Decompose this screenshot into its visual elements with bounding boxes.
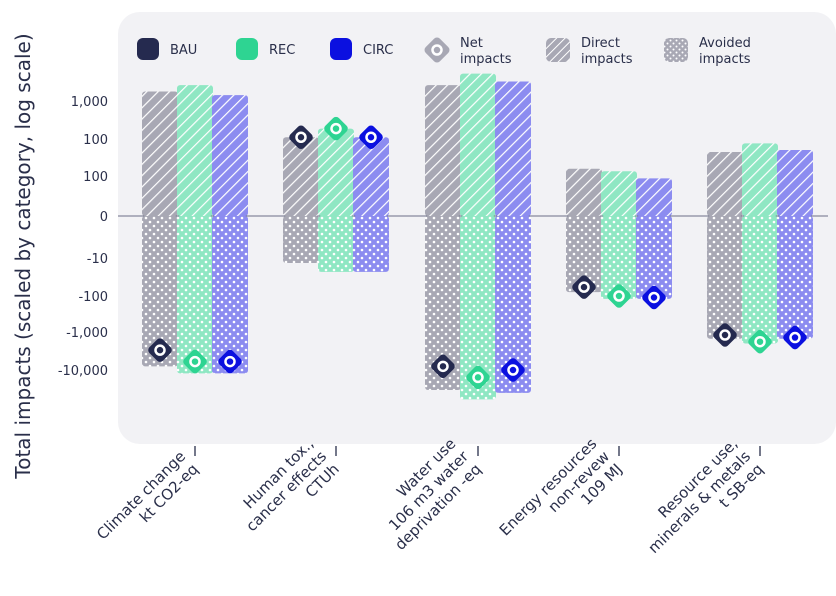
net-marker-rec bbox=[324, 116, 348, 141]
net-marker-rec bbox=[466, 365, 490, 390]
bar-avoided-rec bbox=[601, 216, 637, 299]
net-impact-markers bbox=[148, 116, 807, 390]
net-marker-circ bbox=[359, 125, 383, 150]
bar-direct-bau bbox=[142, 91, 178, 216]
y-tick-label: 100 bbox=[83, 133, 108, 148]
y-tick-label: -10,000 bbox=[58, 364, 108, 379]
diagonal-hatch-icon bbox=[546, 38, 570, 62]
bar-avoided-rec bbox=[460, 216, 496, 400]
bar-avoided-circ bbox=[495, 216, 531, 393]
bar-avoided-circ bbox=[353, 216, 389, 272]
bar-avoided-circ bbox=[636, 216, 672, 299]
net-marker-circ bbox=[642, 285, 666, 310]
net-marker-circ bbox=[218, 349, 242, 374]
bar-avoided-rec bbox=[177, 216, 213, 374]
net-marker-rec bbox=[607, 284, 631, 308]
bar-avoided-bau bbox=[707, 216, 743, 339]
y-tick-label: 1,000 bbox=[71, 95, 108, 110]
y-tick-label: -1,000 bbox=[66, 326, 108, 341]
legend: BAU REC CIRC NetimpactsDirectimpactsAvoided… bbox=[137, 36, 751, 67]
bar-direct-circ bbox=[636, 178, 672, 216]
bar-avoided-rec bbox=[318, 216, 354, 272]
y-axis-label: Total impacts (scaled by category, log s… bbox=[11, 33, 35, 479]
bar-avoided-circ bbox=[212, 216, 248, 374]
bar-direct-bau bbox=[283, 137, 319, 216]
net-marker-bau bbox=[713, 323, 737, 347]
y-axis-ticks: 1,000 100 100 0 -10 -100 -1,000 -10,000 bbox=[58, 95, 108, 379]
net-marker-bau bbox=[431, 354, 455, 379]
legend-swatch-circ bbox=[330, 38, 352, 60]
legend-marker-label: Avoided bbox=[699, 36, 751, 51]
y-tick-label: 0 bbox=[100, 210, 108, 225]
net-marker-bau bbox=[289, 125, 313, 150]
bar-direct-bau bbox=[566, 168, 602, 216]
bar-direct-rec bbox=[601, 171, 637, 216]
bar-direct-circ bbox=[495, 81, 531, 216]
legend-marker-label: impacts bbox=[699, 52, 751, 67]
legend-swatch-rec bbox=[236, 38, 258, 60]
bar-avoided-bau bbox=[566, 216, 602, 293]
bars bbox=[142, 73, 813, 400]
bar-direct-rec bbox=[177, 85, 213, 216]
bar-direct-rec bbox=[742, 143, 778, 216]
bar-direct-circ bbox=[353, 137, 389, 216]
bar-avoided-bau bbox=[283, 216, 319, 264]
legend-marker-label: impacts bbox=[460, 52, 512, 67]
legend-swatch-bau bbox=[137, 38, 159, 60]
bar-direct-rec bbox=[318, 128, 354, 216]
legend-marker-label: Direct bbox=[581, 36, 620, 51]
net-marker-rec bbox=[183, 349, 207, 374]
net-marker-circ bbox=[501, 358, 525, 382]
legend-marker-label: impacts bbox=[581, 52, 633, 67]
bar-direct-bau bbox=[707, 152, 743, 216]
bar-avoided-bau bbox=[425, 216, 461, 391]
net-marker-bau bbox=[572, 275, 596, 299]
net-marker-bau bbox=[148, 338, 172, 362]
bar-direct-circ bbox=[777, 149, 813, 216]
bar-avoided-bau bbox=[142, 216, 178, 367]
y-tick-label: -100 bbox=[78, 290, 108, 305]
diamond-ring-icon bbox=[424, 37, 450, 63]
bar-direct-rec bbox=[460, 73, 496, 216]
y-tick-label: -10 bbox=[87, 252, 108, 267]
net-marker-circ bbox=[783, 325, 807, 350]
y-tick-label: 100 bbox=[83, 170, 108, 185]
bar-avoided-rec bbox=[742, 216, 778, 344]
dot-pattern-icon bbox=[664, 38, 688, 62]
bar-avoided-circ bbox=[777, 216, 813, 339]
bar-direct-circ bbox=[212, 95, 248, 216]
legend-label-rec: REC bbox=[269, 43, 295, 58]
legend-label-bau: BAU bbox=[170, 43, 197, 58]
net-marker-rec bbox=[748, 329, 772, 354]
legend-marker-label: Net bbox=[460, 36, 483, 51]
bar-direct-bau bbox=[425, 85, 461, 216]
legend-label-circ: CIRC bbox=[363, 43, 393, 58]
